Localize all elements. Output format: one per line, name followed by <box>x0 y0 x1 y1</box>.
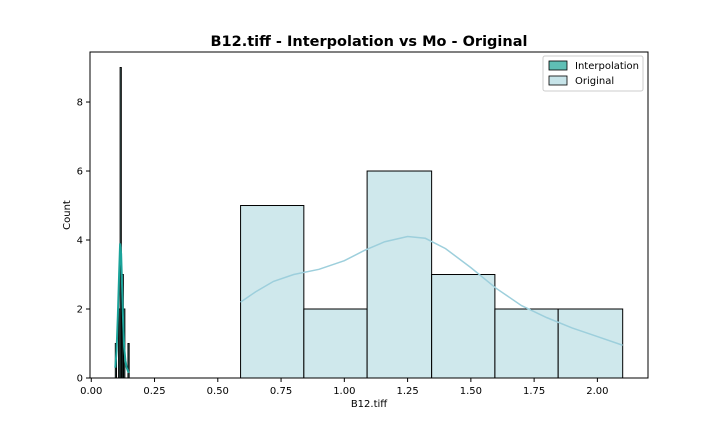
legend-swatch-original <box>548 75 568 86</box>
x-tick-label-5: 1.25 <box>396 386 418 397</box>
y-axis-ticks: 0 2 4 6 8 <box>77 98 90 385</box>
x-tick-label-6: 1.50 <box>460 386 482 397</box>
x-axis-ticks: 0.00 0.25 0.50 0.75 1.00 1.25 1.50 1.75 2.00 <box>80 378 609 397</box>
plot-area-frame <box>89 51 649 379</box>
kde-line-original <box>240 235 623 346</box>
x-axis-label: B12.tiff <box>351 399 388 410</box>
bar-original-5 <box>557 308 624 379</box>
bar-original-3 <box>431 274 496 379</box>
bar-original-1 <box>303 308 368 379</box>
x-tick-label-2: 0.50 <box>207 386 229 397</box>
legend: Interpolation Original <box>542 55 644 92</box>
x-tick-label-0: 0.00 <box>80 386 102 397</box>
y-tick-label-4: 8 <box>77 98 83 109</box>
kde-layer <box>114 235 623 374</box>
bar-original-4 <box>494 308 559 379</box>
y-axis-label: Count <box>62 200 73 230</box>
y-tick-label-3: 6 <box>77 167 83 178</box>
y-tick-label-1: 2 <box>77 305 83 316</box>
bar-original-0 <box>240 205 305 379</box>
kde-line-interpolation <box>114 243 130 374</box>
chart-title: B12.tiff - Interpolation vs Mo - Origina… <box>211 34 528 50</box>
x-tick-label-3: 0.75 <box>270 386 292 397</box>
legend-swatch-interpolation <box>548 60 568 71</box>
x-tick-label-8: 2.00 <box>586 386 608 397</box>
legend-label-interpolation: Interpolation <box>575 61 639 72</box>
legend-label-original: Original <box>575 76 614 87</box>
bars-layer <box>114 67 624 379</box>
x-tick-label-7: 1.75 <box>523 386 545 397</box>
y-tick-label-2: 4 <box>77 236 83 247</box>
bar-original-2 <box>366 170 433 379</box>
legend-box <box>542 55 644 92</box>
x-tick-label-1: 0.25 <box>143 386 165 397</box>
x-tick-label-4: 1.00 <box>333 386 355 397</box>
y-tick-label-0: 0 <box>77 374 83 385</box>
